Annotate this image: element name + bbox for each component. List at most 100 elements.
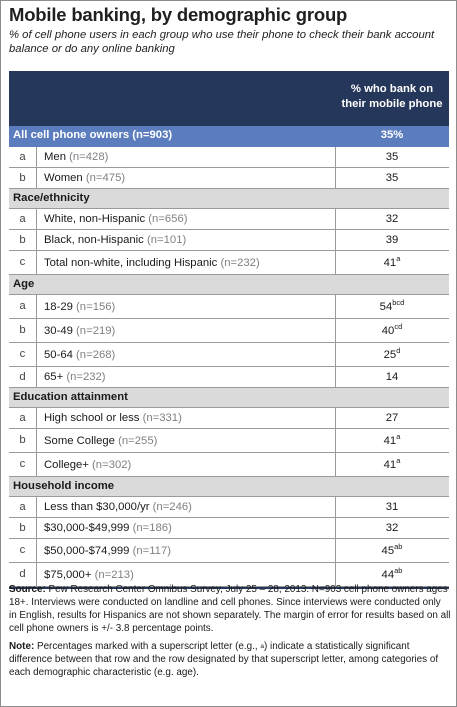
row-sample-size: (n=232) xyxy=(220,257,260,269)
row-letter: a xyxy=(9,209,37,229)
row-value: 41a xyxy=(383,432,401,447)
row-label: White, non-Hispanic (n=656) xyxy=(44,213,188,225)
significance-note: Note: Percentages marked with a superscr… xyxy=(9,641,439,678)
row-label: 65+ (n=232) xyxy=(44,371,106,383)
row-sample-size: (n=219) xyxy=(76,325,116,337)
row-sample-size: (n=101) xyxy=(146,234,187,246)
value-column-rule xyxy=(335,168,336,188)
row-letter: c xyxy=(9,453,37,476)
value-column-rule xyxy=(335,453,336,476)
row-letter: d xyxy=(9,367,37,387)
table-row: b Black, non-Hispanic (n=101) 39 xyxy=(9,230,449,251)
row-value: 35 xyxy=(385,151,399,163)
row-sample-size: (n=268) xyxy=(76,349,116,361)
row-value: 40cd xyxy=(381,322,403,337)
source-note: Source: Pew Research Center Omnibus Surv… xyxy=(9,584,451,634)
row-letter: c xyxy=(9,251,37,274)
row-value: 39 xyxy=(385,234,399,246)
all-owners-value: 35% xyxy=(380,129,404,141)
row-letter: c xyxy=(9,343,37,366)
row-sample-size: (n=186) xyxy=(132,522,172,534)
row-value: 54bcd xyxy=(379,298,405,313)
row-label: 18-29 (n=156) xyxy=(44,301,116,313)
row-sample-size: (n=117) xyxy=(132,545,171,557)
group-education: a High school or less (n=331) 27 b Some Coll… xyxy=(9,408,449,477)
row-sample-size: (n=232) xyxy=(66,371,106,383)
row-value: 27 xyxy=(385,412,399,424)
table-row: c College+ (n=302) 41a xyxy=(9,453,449,477)
row-sample-size: (n=246) xyxy=(152,501,192,513)
group-income: a Less than $30,000/yr (n=246) 31 b $30,000-… xyxy=(9,497,449,587)
row-value: 41a xyxy=(383,456,401,471)
table-row: c 50-64 (n=268) 25d xyxy=(9,343,449,367)
row-sample-size: (n=255) xyxy=(118,435,158,447)
value-column-rule xyxy=(335,539,336,562)
value-column-rule xyxy=(335,563,336,586)
row-sample-size: (n=156) xyxy=(76,301,116,313)
value-column-rule xyxy=(335,343,336,366)
row-letter: c xyxy=(9,539,37,562)
table-bottom-rule xyxy=(9,587,449,589)
value-column-rule xyxy=(335,408,336,428)
row-superscript: a xyxy=(396,432,401,441)
row-label: $30,000-$49,999 (n=186) xyxy=(44,522,172,534)
table-row: b Women (n=475) 35 xyxy=(9,168,449,189)
page-title: Mobile banking, by demographic group xyxy=(9,4,348,25)
group-age: a 18-29 (n=156) 54bcd b 30-49 (n=219) 40cd c 50… xyxy=(9,295,449,388)
row-superscript: bcd xyxy=(392,298,405,307)
table-row: d 65+ (n=232) 14 xyxy=(9,367,449,388)
group-race: a White, non-Hispanic (n=656) 32 b Black, no… xyxy=(9,209,449,275)
section-education: Education attainment xyxy=(9,388,449,408)
table-row: b $30,000-$49,999 (n=186) 32 xyxy=(9,518,449,539)
row-letter: b xyxy=(9,230,37,250)
row-label: Total non-white, including Hispanic (n=2… xyxy=(44,257,260,269)
row-sample-size: (n=475) xyxy=(85,172,126,184)
table-row: a Men (n=428) 35 xyxy=(9,147,449,168)
row-value: 31 xyxy=(385,501,399,513)
row-letter: b xyxy=(9,518,37,538)
row-value: 35 xyxy=(385,172,399,184)
row-letter: a xyxy=(9,295,37,318)
row-label: High school or less (n=331) xyxy=(44,412,182,424)
table-row: b 30-49 (n=219) 40cd xyxy=(9,319,449,343)
row-label: College+ (n=302) xyxy=(44,459,132,471)
value-column-rule xyxy=(335,230,336,250)
row-sample-size: (n=656) xyxy=(148,213,188,225)
row-value: 32 xyxy=(385,522,399,534)
row-letter: b xyxy=(9,319,37,342)
row-label: 30-49 (n=219) xyxy=(44,325,116,337)
footnotes: Source: Pew Research Center Omnibus Surv… xyxy=(9,583,451,684)
value-column-rule xyxy=(335,497,336,517)
table-row: b Some College (n=255) 41a xyxy=(9,429,449,453)
row-label: Less than $30,000/yr (n=246) xyxy=(44,501,192,513)
table-row: a White, non-Hispanic (n=656) 32 xyxy=(9,209,449,230)
row-letter: a xyxy=(9,147,37,167)
table-row: a High school or less (n=331) 27 xyxy=(9,408,449,429)
section-race: Race/ethnicity xyxy=(9,189,449,209)
row-sample-size: (n=331) xyxy=(142,412,182,424)
value-column-rule xyxy=(335,319,336,342)
page-subtitle: % of cell phone users in each group who … xyxy=(9,29,435,55)
value-column-rule xyxy=(335,147,336,167)
row-label: Black, non-Hispanic (n=101) xyxy=(44,234,187,246)
row-letter: a xyxy=(9,497,37,517)
row-sample-size: (n=302) xyxy=(92,459,132,471)
row-superscript: ab xyxy=(394,566,403,575)
group-gender: a Men (n=428) 35 b Women (n=475) 35 xyxy=(9,147,449,189)
value-column-rule xyxy=(335,367,336,387)
table-row: a 18-29 (n=156) 54bcd xyxy=(9,295,449,319)
all-owners-label: All cell phone owners (n=903) xyxy=(13,129,173,141)
table-row: a Less than $30,000/yr (n=246) 31 xyxy=(9,497,449,518)
row-letter: b xyxy=(9,429,37,452)
row-label: $50,000-$74,999 (n=117) xyxy=(44,545,171,557)
row-label: $75,000+ (n=213) xyxy=(44,569,134,581)
value-column-rule xyxy=(335,429,336,452)
value-column-rule xyxy=(335,295,336,318)
row-letter: b xyxy=(9,168,37,188)
section-age: Age xyxy=(9,275,449,295)
row-superscript: d xyxy=(396,346,401,355)
row-superscript: ab xyxy=(394,542,403,551)
table-header: % who bank on their mobile phone xyxy=(9,71,449,126)
row-sample-size: (n=428) xyxy=(69,151,109,163)
